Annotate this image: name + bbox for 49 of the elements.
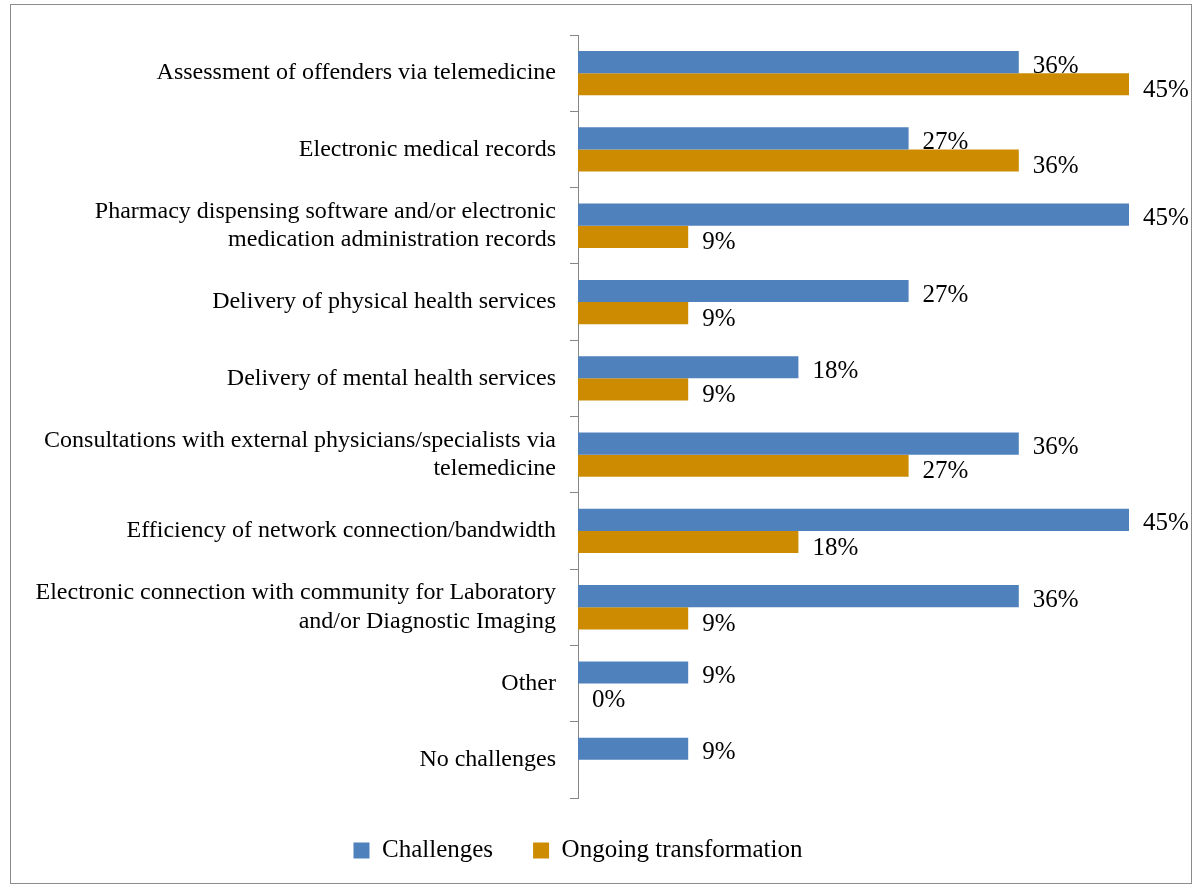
bar [578,585,1019,608]
legend-label: Ongoing transformation [561,835,804,863]
data-label: 36% [1032,584,1079,612]
bar [578,607,689,630]
y-tick-label: Efficiency of network connection/bandwidth [126,516,556,543]
data-label: 36% [1032,50,1079,78]
bar [578,454,909,477]
bar [578,356,799,379]
data-label: 45% [1143,203,1189,231]
bar [578,432,1019,455]
bar [578,203,1129,226]
data-label: 45% [1143,508,1189,536]
bar [578,530,799,554]
data-label: 18% [812,532,859,560]
data-label: 9% [702,737,736,765]
bar [578,73,1129,96]
y-tick-label: Pharmacy dispensing software and/or electronic medication administration records [94,196,556,252]
bar [578,279,909,303]
bar [578,661,689,684]
data-label: 45% [1143,74,1189,102]
data-label: 27% [922,126,969,154]
y-tick-label: Consultations with external physicians/specialists via telemedicine [44,425,557,481]
bar [578,378,689,401]
bar [578,51,1019,74]
data-label: 9% [702,303,736,331]
bar [578,225,689,248]
data-label: 18% [812,355,859,383]
legend-label: Challenges [381,835,494,863]
y-tick-label: Electronic medical records [298,134,556,161]
data-label: 9% [702,608,736,636]
data-label: 27% [922,279,969,307]
bar [578,508,1129,531]
data-label: 36% [1032,432,1079,460]
data-label: 9% [702,661,736,689]
data-label: 9% [702,379,736,407]
y-tick-label: Electronic connection with community for Laboratory and/or Diagnostic Imaging [35,578,556,633]
data-label: 36% [1032,151,1079,179]
bar [578,149,1019,172]
bar [578,737,689,760]
data-label: 9% [702,227,736,255]
y-tick-label: Delivery of mental health services [226,363,556,390]
y-tick-label: Assessment of offenders via telemedicine [156,58,556,85]
y-tick-label: Other [501,668,556,695]
bar [578,127,909,150]
data-label: 0% [592,685,626,713]
data-label: 27% [922,456,969,484]
bar [578,302,689,325]
y-tick-label: Delivery of physical health services [212,287,556,314]
y-tick-label: No challenges [419,745,556,772]
